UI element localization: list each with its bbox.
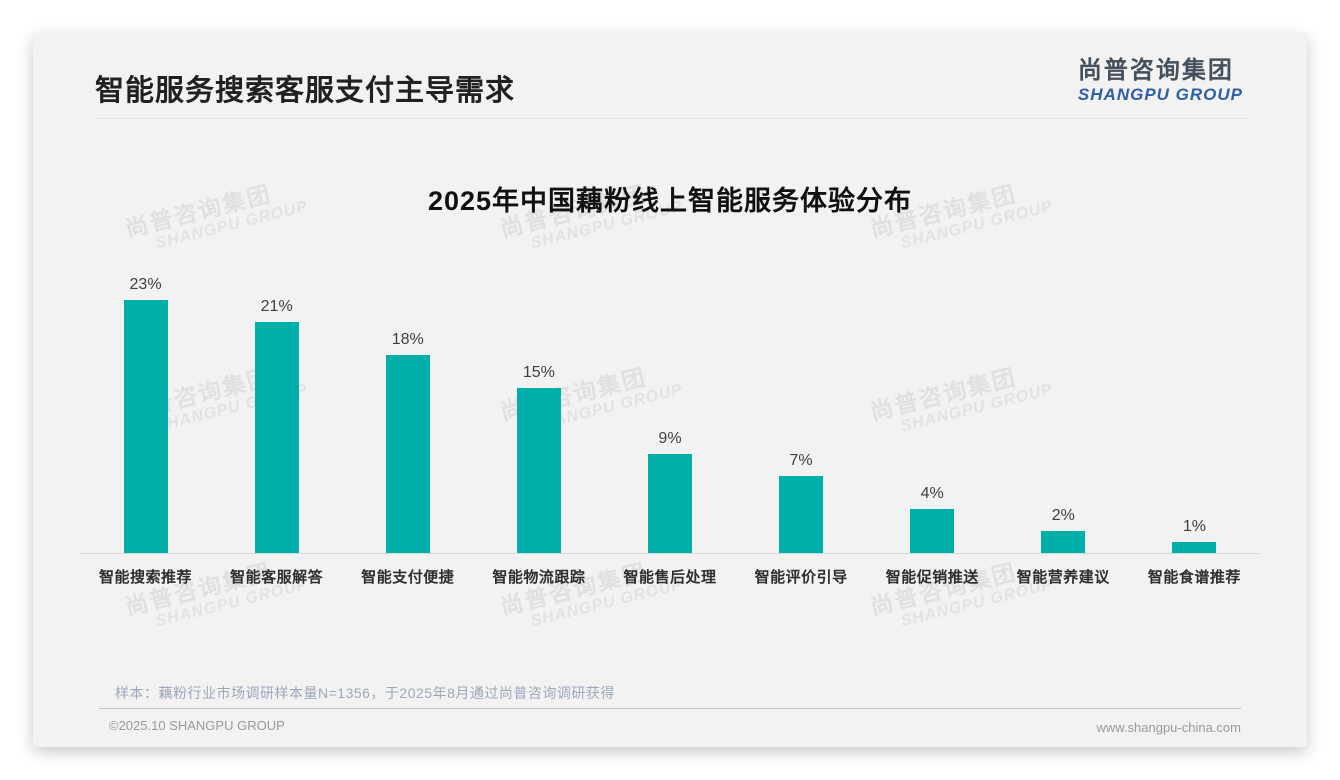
bar-value-label: 1% [1182, 518, 1206, 535]
bar [123, 300, 168, 553]
bar-group: 7% 智能评价引导 [736, 263, 867, 586]
bar-value-label: 9% [658, 430, 682, 447]
sample-note: 样本：藕粉行业市场调研样本量N=1356，于2025年8月通过尚普咨询调研获得 [115, 685, 615, 701]
x-axis-line [80, 553, 1260, 554]
bar-group: 18% 智能支付便捷 [342, 263, 473, 586]
watermark: 尚普咨询集团 SHANGPU GROUP [498, 546, 703, 638]
watermark: 尚普咨询集团 SHANGPU GROUP [868, 546, 1073, 638]
bar [254, 322, 299, 553]
bar [910, 509, 955, 553]
bar [1041, 531, 1086, 553]
bar-value-label: 7% [789, 452, 813, 469]
category-label: 智能物流跟踪 [492, 569, 586, 586]
bar [385, 355, 430, 553]
bar-group: 4% 智能促销推送 [867, 263, 998, 586]
bar-group: 15% 智能物流跟踪 [473, 263, 604, 586]
website-url: www.shangpu-china.com [1096, 720, 1241, 735]
bar [647, 454, 692, 553]
chart-title: 2025年中国藕粉线上智能服务体验分布 [427, 186, 913, 216]
bar-group: 2% 智能营养建议 [998, 263, 1129, 586]
bar-group: 9% 智能售后处理 [604, 263, 735, 586]
bar-value-label: 18% [391, 331, 424, 348]
company-logo: 尚普咨询集团 SHANGPU GROUP [1078, 57, 1243, 105]
category-label: 智能营养建议 [1016, 569, 1110, 586]
bar-value-label: 15% [522, 364, 555, 381]
category-label: 智能支付便捷 [361, 569, 455, 586]
bar [779, 476, 824, 553]
category-label: 智能客服解答 [230, 569, 324, 586]
logo-text-en: SHANGPU GROUP [1077, 85, 1243, 104]
page-title: 智能服务搜索客服支付主导需求 [95, 75, 516, 107]
copyright-text: ©2025.10 SHANGPU GROUP [109, 718, 285, 733]
footer-divider [99, 708, 1241, 709]
slide-card: 尚普咨询集团 SHANGPU GROUP 尚普咨询集团 SHANGPU GROUP … [33, 33, 1307, 747]
bar-group: 21% 智能客服解答 [211, 263, 342, 586]
bar-value-label: 21% [260, 298, 293, 315]
bar-plot: 23% 智能搜索推荐 21% 智能客服解答 18% 智能支付便捷 15% 智能物流跟踪 9% 智能… [80, 263, 1260, 586]
bar [1172, 542, 1217, 553]
bar-group: 1% 智能食谱推荐 [1129, 263, 1260, 586]
bar-value-label: 2% [1051, 507, 1075, 524]
logo-text-zh: 尚普咨询集团 [1077, 57, 1234, 84]
header-divider [93, 118, 1247, 119]
bar [516, 388, 561, 553]
category-label: 智能售后处理 [623, 569, 717, 586]
category-label: 智能促销推送 [885, 569, 979, 586]
category-label: 智能搜索推荐 [99, 569, 193, 586]
bar-value-label: 4% [920, 485, 944, 502]
category-label: 智能食谱推荐 [1147, 569, 1241, 586]
watermark: 尚普咨询集团 SHANGPU GROUP [123, 546, 328, 638]
bar-group: 23% 智能搜索推荐 [80, 263, 211, 586]
category-label: 智能评价引导 [754, 569, 848, 586]
bar-value-label: 23% [129, 276, 162, 293]
